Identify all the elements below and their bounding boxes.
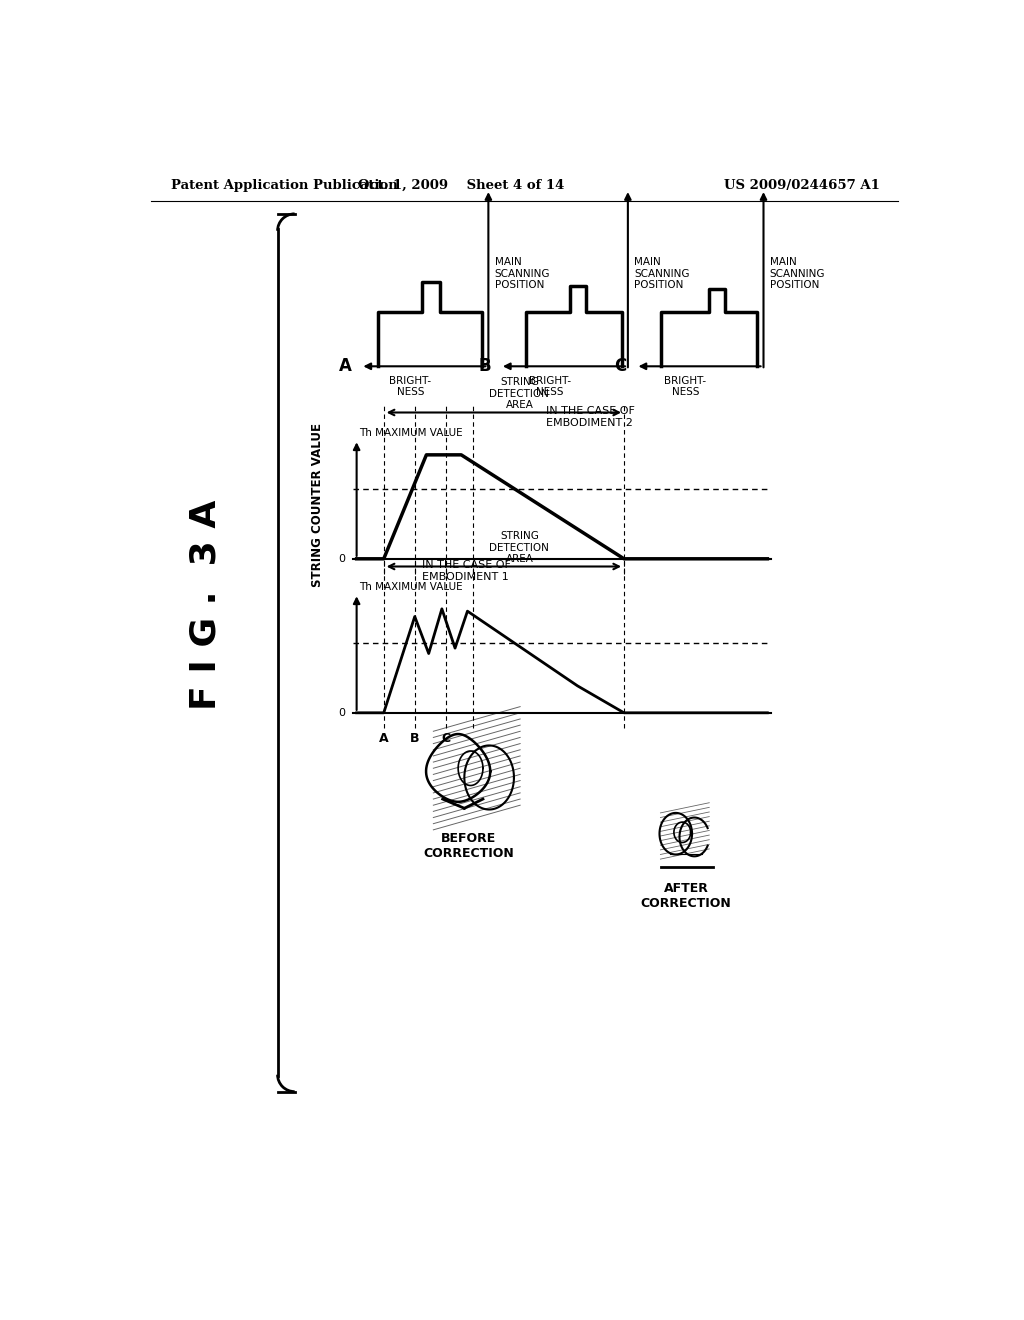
Text: Oct. 1, 2009    Sheet 4 of 14: Oct. 1, 2009 Sheet 4 of 14 bbox=[358, 178, 564, 191]
Text: C: C bbox=[441, 733, 451, 744]
Text: STRING
DETECTION
AREA: STRING DETECTION AREA bbox=[489, 378, 549, 411]
Text: F I G .  3 A: F I G . 3 A bbox=[188, 500, 222, 710]
Text: BRIGHT-
NESS: BRIGHT- NESS bbox=[389, 376, 431, 397]
Text: MAIN
SCANNING
POSITION: MAIN SCANNING POSITION bbox=[770, 257, 825, 290]
Text: BEFORE
CORRECTION: BEFORE CORRECTION bbox=[424, 832, 514, 861]
Text: MAIN
SCANNING
POSITION: MAIN SCANNING POSITION bbox=[634, 257, 689, 290]
Text: AFTER
CORRECTION: AFTER CORRECTION bbox=[641, 882, 731, 911]
Text: STRING
DETECTION
AREA: STRING DETECTION AREA bbox=[489, 531, 549, 564]
Text: MAIN
SCANNING
POSITION: MAIN SCANNING POSITION bbox=[495, 257, 550, 290]
Text: B: B bbox=[478, 358, 490, 375]
Text: BRIGHT-
NESS: BRIGHT- NESS bbox=[528, 376, 570, 397]
Text: B: B bbox=[410, 733, 420, 744]
Text: IN THE CASE OF
EMBODIMENT 2: IN THE CASE OF EMBODIMENT 2 bbox=[547, 407, 635, 428]
Text: A: A bbox=[339, 358, 351, 375]
Text: Patent Application Publication: Patent Application Publication bbox=[171, 178, 397, 191]
Text: 0: 0 bbox=[338, 708, 345, 718]
Text: STRING COUNTER VALUE: STRING COUNTER VALUE bbox=[311, 422, 325, 587]
Text: C: C bbox=[614, 358, 627, 375]
Text: IN THE CASE OF
EMBODIMENT 1: IN THE CASE OF EMBODIMENT 1 bbox=[423, 560, 511, 582]
Text: US 2009/0244657 A1: US 2009/0244657 A1 bbox=[724, 178, 881, 191]
Text: A: A bbox=[379, 733, 388, 744]
Text: Th MAXIMUM VALUE: Th MAXIMUM VALUE bbox=[359, 428, 463, 438]
Text: Th MAXIMUM VALUE: Th MAXIMUM VALUE bbox=[359, 582, 463, 591]
Text: BRIGHT-
NESS: BRIGHT- NESS bbox=[665, 376, 707, 397]
Text: 0: 0 bbox=[338, 554, 345, 564]
